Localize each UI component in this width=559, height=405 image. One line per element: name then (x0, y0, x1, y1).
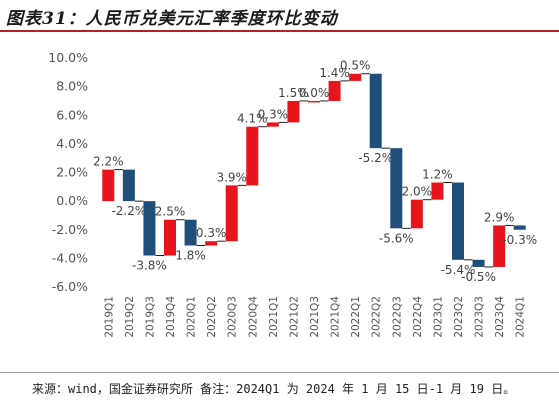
waterfall-bar (369, 73, 382, 149)
waterfall-bar (122, 169, 135, 202)
waterfall-bar (102, 169, 115, 202)
waterfall-bar (184, 219, 197, 246)
data-label: 0.5% (340, 59, 371, 73)
data-label: 0.3% (196, 226, 227, 240)
waterfall-bar (452, 182, 464, 260)
x-tick-label: 2023Q1 (432, 296, 444, 338)
data-label: -0.3% (502, 233, 537, 247)
footer-divider (0, 372, 559, 373)
x-tick-label: 2020Q3 (227, 296, 239, 338)
x-tick-label: 2022Q1 (350, 296, 362, 338)
waterfall-chart: 10.0% 8.0% 6.0% 4.0% 2.0% 0.0% -2.0% -4.0% -6.0%… (48, 50, 537, 338)
x-tick-label: 2023Q2 (453, 296, 465, 338)
data-label: -2.2% (111, 204, 146, 218)
x-tick-label: 2021Q3 (309, 296, 321, 338)
data-label: -3.8% (132, 259, 167, 273)
waterfall-bar (349, 73, 362, 81)
x-tick-label: 2022Q3 (391, 296, 403, 338)
data-label: -5.4% (441, 263, 476, 277)
waterfall-bar (493, 225, 506, 267)
waterfall-bar (246, 126, 259, 186)
data-label: -5.2% (358, 151, 393, 165)
y-tick-label: 8.0% (56, 79, 88, 94)
data-label: 2.0% (402, 185, 433, 199)
waterfall-bar (328, 80, 341, 101)
x-tick-label: 2019Q3 (144, 296, 156, 338)
y-tick-label: 2.0% (56, 165, 88, 180)
data-label: 1.8% (175, 248, 206, 262)
data-label: 2.9% (484, 210, 515, 224)
x-tick-label: 2020Q1 (186, 296, 198, 338)
x-tick-label: 2022Q2 (371, 296, 383, 338)
waterfall-bar (266, 122, 279, 127)
source-note: 来源：wind，国金证券研究所 备注：2024Q1 为 2024 年 1 月 1… (32, 382, 516, 396)
waterfall-bar (390, 148, 403, 229)
x-tick-label: 2019Q4 (165, 296, 177, 338)
waterfall-bar (410, 199, 423, 229)
x-tick-label: 2021Q1 (268, 296, 280, 338)
data-label: 2.2% (93, 155, 124, 169)
data-label: 1.2% (422, 168, 453, 182)
y-tick-label: -4.0% (52, 250, 88, 265)
x-tick-label: 2020Q4 (247, 296, 259, 338)
y-tick-label: 0.0% (56, 193, 88, 208)
y-tick-label: -2.0% (52, 222, 88, 237)
waterfall-bar (431, 182, 444, 200)
y-tick-label: 6.0% (56, 107, 88, 122)
x-tick-label: 2021Q2 (288, 296, 300, 338)
y-tick-label: 4.0% (56, 136, 88, 151)
data-label: 4.1% (237, 112, 268, 126)
y-tick-label: 10.0% (48, 50, 88, 65)
title-divider (0, 30, 559, 32)
waterfall-bar (513, 225, 526, 230)
waterfall-bar (225, 185, 238, 242)
data-label: -5.6% (379, 231, 414, 245)
data-label: 1.5% (278, 86, 309, 100)
x-tick-label: 2020Q2 (206, 296, 218, 338)
waterfall-bar (205, 241, 218, 246)
x-tick-label: 2023Q3 (474, 296, 486, 338)
x-tick-label: 2024Q1 (515, 296, 527, 338)
waterfall-bar (472, 259, 485, 267)
chart-title: 图表31：人民币兑美元汇率季度环比变动 (6, 9, 338, 29)
x-tick-label: 2023Q4 (494, 296, 506, 338)
x-tick-label: 2021Q4 (330, 296, 342, 338)
x-tick-label: 2019Q2 (124, 296, 136, 338)
data-label: -0.5% (461, 270, 496, 284)
data-label: 1.4% (319, 66, 350, 80)
waterfall-bar (287, 100, 300, 123)
data-label: 0.0% (299, 86, 330, 100)
x-tick-label: 2022Q4 (412, 296, 424, 338)
data-label: 2.5% (155, 205, 186, 219)
waterfall-bar (143, 201, 156, 256)
x-tick-label: 2019Q1 (103, 296, 115, 338)
data-label: 3.9% (216, 170, 247, 184)
y-tick-label: -6.0% (52, 279, 88, 294)
data-label: 0.3% (258, 107, 289, 121)
waterfall-bar (308, 100, 320, 103)
waterfall-bar (164, 219, 176, 256)
